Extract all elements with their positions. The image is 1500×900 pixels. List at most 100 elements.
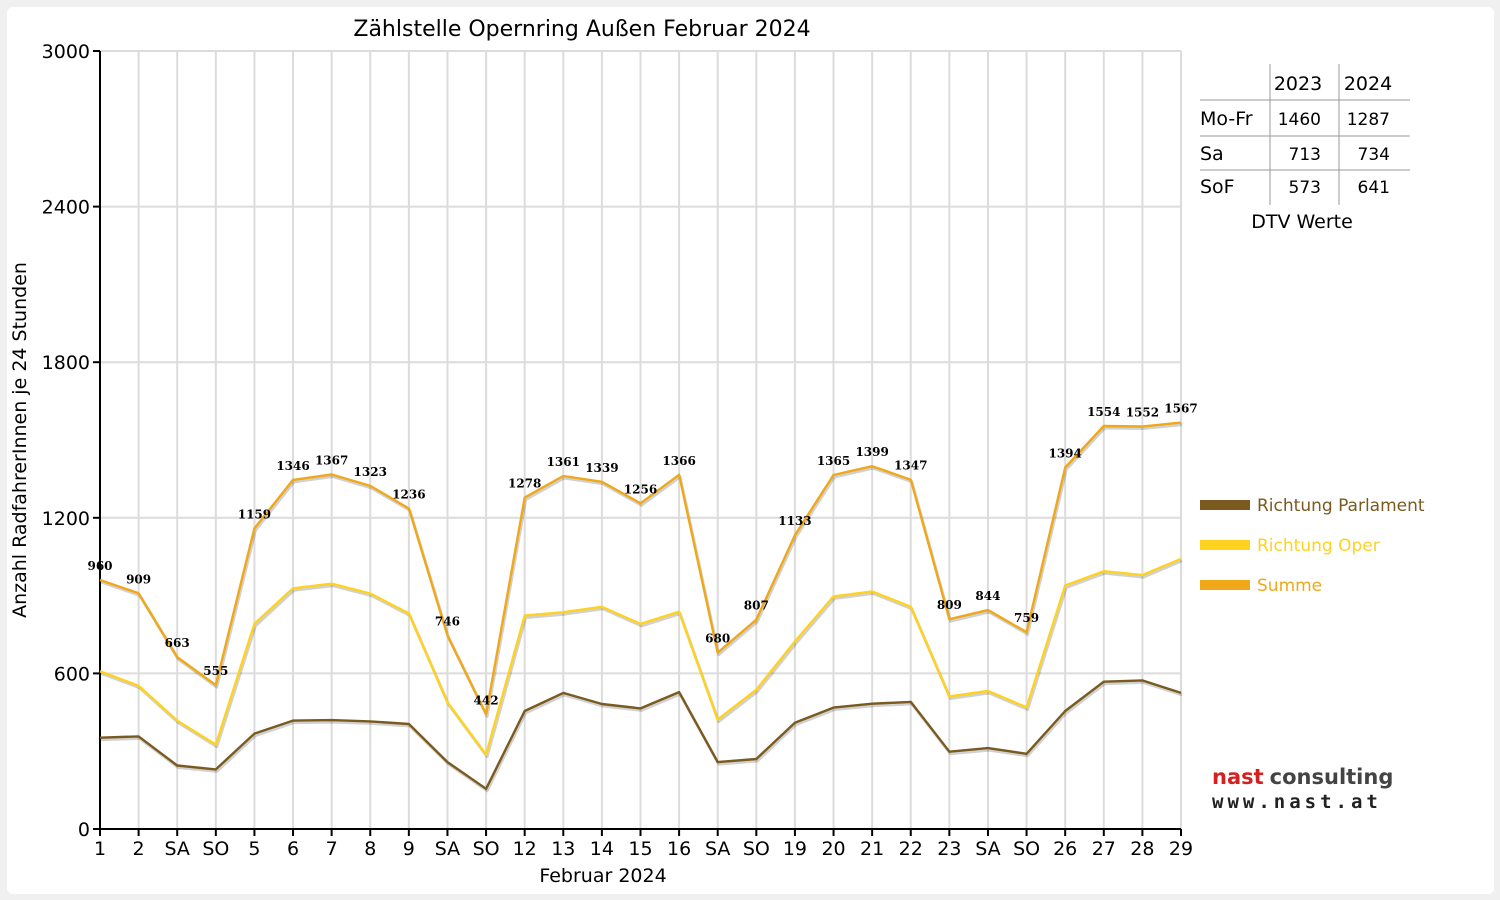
legend-swatch-parlament xyxy=(1200,500,1250,510)
data-label: 1552 xyxy=(1126,406,1159,420)
dtv-mofr-2024: 1287 xyxy=(1347,110,1390,130)
x-tick-label: 19 xyxy=(783,838,807,860)
x-tick-label: 8 xyxy=(364,838,376,860)
data-label: 960 xyxy=(87,559,112,573)
data-label: 1347 xyxy=(894,459,927,473)
data-label: 1236 xyxy=(392,487,425,501)
data-label: 809 xyxy=(937,598,962,612)
legend: Richtung Parlament Richtung Oper Summe xyxy=(1200,496,1425,596)
dtv-caption: DTV Werte xyxy=(1251,211,1353,233)
data-label: 807 xyxy=(744,599,769,613)
data-label: 1554 xyxy=(1087,405,1120,419)
data-label: 759 xyxy=(1014,611,1039,625)
x-tick-label: SA xyxy=(435,838,460,860)
grid xyxy=(100,50,1182,829)
dtv-sa-2024: 734 xyxy=(1358,145,1390,165)
y-tick-label: 0 xyxy=(78,819,90,841)
x-tick-label: 16 xyxy=(667,838,691,860)
data-labels: 960 909 663 555 1159 1346 1367 1323 1236 746 442 12… xyxy=(87,402,1197,708)
legend-swatch-oper xyxy=(1200,540,1250,550)
data-label: 1133 xyxy=(778,514,811,528)
x-tick-label: SO xyxy=(202,838,229,860)
x-tick-label: 12 xyxy=(513,838,537,860)
y-tick-label: 1800 xyxy=(42,352,90,374)
chart-title: Zählstelle Opernring Außen Februar 2024 xyxy=(353,17,810,42)
data-label: 1323 xyxy=(354,465,387,479)
x-tick-label: 28 xyxy=(1130,838,1154,860)
x-tick-label: 27 xyxy=(1092,838,1116,860)
x-tick-label: 23 xyxy=(937,838,961,860)
legend-label-summe: Summe xyxy=(1257,576,1322,596)
dtv-header-2023: 2023 xyxy=(1274,73,1322,95)
dtv-header-2024: 2024 xyxy=(1344,73,1392,95)
logo-word-nast: nast xyxy=(1212,765,1264,789)
data-label: 909 xyxy=(126,572,151,586)
x-tick-label: 2 xyxy=(133,838,145,860)
y-tick-labels: 0 600 1200 1800 2400 3000 xyxy=(42,41,90,841)
data-label: 1159 xyxy=(238,507,271,521)
y-tick-label: 600 xyxy=(54,663,90,685)
x-tick-label: SO xyxy=(1013,838,1040,860)
y-axis-label: Anzahl RadfahrerInnen je 24 Stunden xyxy=(9,262,31,618)
x-tick-labels: 1 2 SA SO 5 6 7 8 9 SA SO 12 13 14 15 16 SA SO 19 20 21 22 23 S… xyxy=(94,838,1193,860)
logo-word-consulting: consulting xyxy=(1270,765,1394,789)
x-tick-label: 7 xyxy=(326,838,338,860)
data-label: 1567 xyxy=(1164,402,1197,416)
y-tick-label: 2400 xyxy=(42,197,90,219)
legend-label-oper: Richtung Oper xyxy=(1257,536,1380,556)
data-label: 746 xyxy=(435,615,460,629)
x-tick-label: 9 xyxy=(403,838,415,860)
data-label: 844 xyxy=(975,589,1000,603)
series-lines xyxy=(99,421,1183,793)
x-tick-label: 29 xyxy=(1169,838,1193,860)
series-shadow xyxy=(100,559,1183,759)
data-label: 1278 xyxy=(508,477,541,491)
x-tick-label: 20 xyxy=(821,838,845,860)
x-tick-label: 13 xyxy=(551,838,575,860)
x-tick-label: SA xyxy=(705,838,730,860)
data-label: 1346 xyxy=(276,459,309,473)
x-tick-label: 22 xyxy=(899,838,923,860)
data-label: 1365 xyxy=(817,454,850,468)
data-label: 1339 xyxy=(585,461,618,475)
dtv-sa-2023: 713 xyxy=(1289,145,1321,165)
dtv-row-label-sa: Sa xyxy=(1200,143,1224,165)
x-tick-label: 26 xyxy=(1053,838,1077,860)
dtv-row-label-sof: SoF xyxy=(1200,176,1235,198)
dtv-sof-2024: 641 xyxy=(1358,178,1390,198)
series-line-summe xyxy=(99,421,1182,716)
data-label: 1399 xyxy=(855,445,888,459)
x-tick-label: SA xyxy=(165,838,190,860)
nast-consulting-logo: nast consulting www.nast.at xyxy=(1200,750,1443,825)
data-label: 1361 xyxy=(547,455,580,469)
logo-url: www.nast.at xyxy=(1212,791,1382,813)
x-tick-label: 1 xyxy=(94,838,106,860)
legend-label-parlament: Richtung Parlament xyxy=(1257,496,1425,516)
series-line-oper xyxy=(99,557,1182,756)
data-label: 1394 xyxy=(1048,446,1081,460)
x-tick-label: 14 xyxy=(590,838,614,860)
x-tick-label: 6 xyxy=(287,838,299,860)
data-label: 1367 xyxy=(315,453,348,467)
x-axis-label: Februar 2024 xyxy=(539,865,666,887)
data-label: 1366 xyxy=(662,454,695,468)
x-tick-label: SO xyxy=(743,838,770,860)
data-label: 663 xyxy=(165,636,190,650)
dtv-table: 2023 2024 Mo-Fr 1460 1287 Sa 713 734 SoF… xyxy=(1200,64,1410,233)
y-tick-label: 3000 xyxy=(42,41,90,63)
data-label: 1256 xyxy=(624,482,657,496)
dtv-row-label-mofr: Mo-Fr xyxy=(1200,108,1253,130)
axes xyxy=(93,50,1182,836)
x-tick-label: SA xyxy=(975,838,1000,860)
x-tick-label: SO xyxy=(473,838,500,860)
series-shadow xyxy=(100,423,1183,718)
x-tick-label: 15 xyxy=(628,838,652,860)
dtv-sof-2023: 573 xyxy=(1289,178,1321,198)
data-label: 555 xyxy=(203,664,228,678)
dtv-mofr-2023: 1460 xyxy=(1278,110,1321,130)
x-tick-label: 5 xyxy=(248,838,260,860)
y-tick-label: 1200 xyxy=(42,508,90,530)
series-line-parlament xyxy=(99,679,1182,790)
